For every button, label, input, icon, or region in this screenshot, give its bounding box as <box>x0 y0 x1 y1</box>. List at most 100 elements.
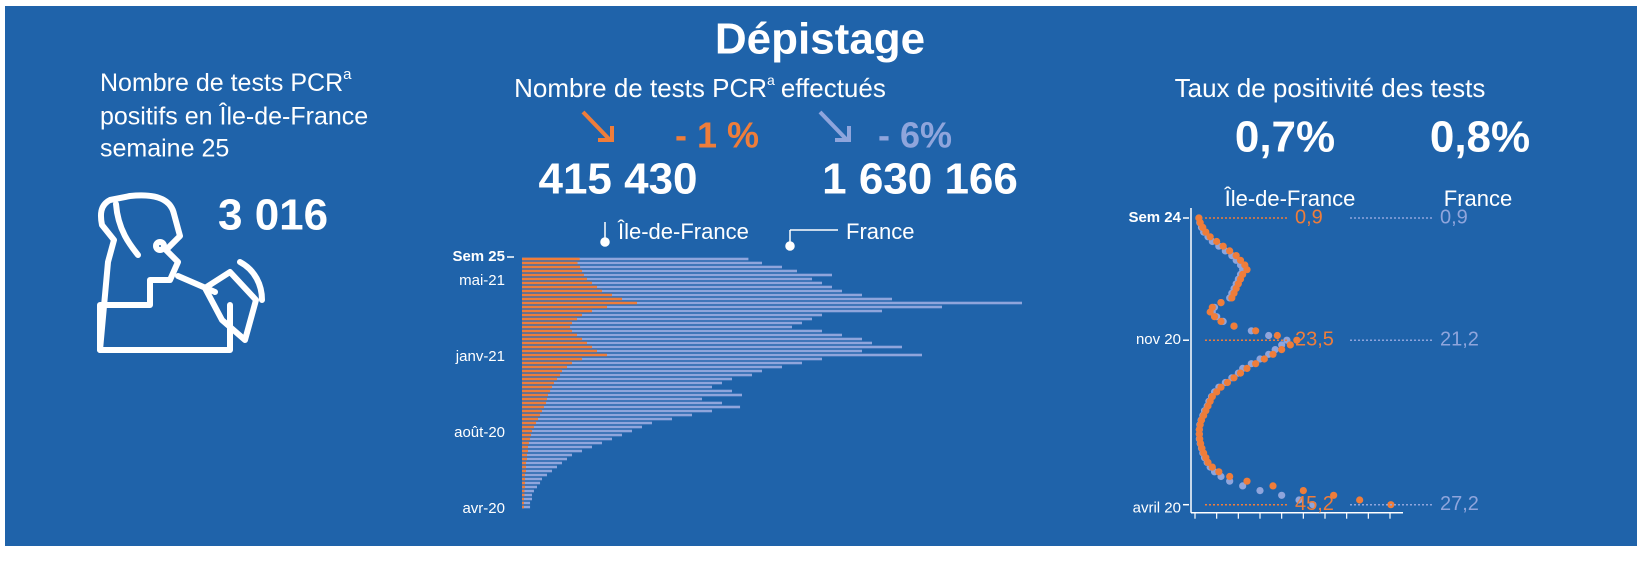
legend-pins <box>600 222 838 251</box>
dot <box>1295 496 1303 504</box>
bar <box>522 377 732 381</box>
bar <box>522 301 637 305</box>
bar <box>522 333 577 337</box>
y-category-label: avr-20 <box>462 500 505 517</box>
dot <box>1260 355 1268 363</box>
bar <box>522 369 762 373</box>
bar <box>522 289 602 293</box>
superscript: a <box>767 72 775 88</box>
bar <box>522 505 524 509</box>
value-label: 27,2 <box>1440 493 1479 515</box>
bar <box>522 505 531 509</box>
value-label: 0,9 <box>1295 206 1323 228</box>
bar <box>522 421 652 425</box>
bar <box>522 337 862 341</box>
y-category-label: nov 20 <box>1136 331 1181 348</box>
bar <box>522 409 542 413</box>
bar <box>522 325 571 329</box>
title: Dépistage <box>715 15 925 64</box>
label-line: Nombre de tests PCR <box>100 69 343 97</box>
bar <box>522 341 872 345</box>
bar <box>522 449 528 453</box>
bar <box>522 433 532 437</box>
superscript: a <box>343 66 352 83</box>
test-icon <box>97 192 265 353</box>
bar <box>522 477 542 481</box>
dot <box>1299 487 1307 495</box>
bar <box>522 481 541 485</box>
left-label: semaine 25 <box>100 135 229 163</box>
bar <box>522 465 527 469</box>
legend-label: France <box>846 219 914 244</box>
bar <box>522 489 525 493</box>
bar <box>522 301 1022 305</box>
bar <box>522 285 597 289</box>
bar <box>522 269 582 273</box>
y-category-label: août-20 <box>454 424 505 441</box>
bar <box>522 385 552 389</box>
bar <box>522 393 548 397</box>
bar <box>522 409 712 413</box>
title-part: effectués <box>781 73 886 103</box>
legend-label: Île-de-France <box>617 219 749 244</box>
left-value: 3 016 <box>218 191 328 240</box>
bar <box>522 401 722 405</box>
legend-label: Île-de-France <box>1224 186 1356 211</box>
bar <box>522 345 592 349</box>
bar <box>522 329 822 333</box>
dot <box>1273 331 1281 340</box>
bar <box>522 297 892 301</box>
bar <box>522 309 882 313</box>
bar <box>522 449 582 453</box>
bar <box>522 445 528 449</box>
bar <box>522 357 582 361</box>
dot <box>1219 242 1227 250</box>
value-label: 0,9 <box>1440 206 1468 228</box>
bar <box>522 277 812 281</box>
bar <box>522 457 527 461</box>
bar <box>522 433 622 437</box>
bar <box>522 293 612 297</box>
bar <box>522 461 527 465</box>
dot <box>1286 341 1294 349</box>
bar <box>522 273 584 277</box>
bar <box>522 389 551 393</box>
bar <box>522 389 732 393</box>
dot <box>1236 369 1245 377</box>
y-category-label: Sem 24 <box>1128 209 1181 226</box>
bar <box>522 497 532 501</box>
y-category-label: Sem 25 <box>452 248 505 265</box>
bar <box>522 281 592 285</box>
bar <box>522 493 525 497</box>
dot <box>1278 346 1286 354</box>
bar <box>522 273 832 277</box>
bar <box>522 381 554 385</box>
y-category-label: avril 20 <box>1133 500 1181 517</box>
bar <box>522 349 862 353</box>
bar <box>522 297 622 301</box>
y-category-label: mai-21 <box>459 272 505 289</box>
dot <box>1236 256 1245 264</box>
bar <box>522 421 537 425</box>
bar <box>522 413 541 417</box>
bar <box>522 457 567 461</box>
bar <box>522 497 524 501</box>
dot <box>1269 482 1277 490</box>
bar <box>522 365 782 369</box>
legend-label: France <box>1444 186 1512 211</box>
bar <box>522 333 842 337</box>
bar <box>522 437 612 441</box>
dot <box>1269 350 1277 358</box>
bar <box>522 373 561 377</box>
bar <box>522 309 592 313</box>
dot <box>1252 360 1260 368</box>
bar <box>522 317 812 321</box>
dot <box>1228 294 1236 302</box>
bar <box>522 305 942 309</box>
bar <box>522 429 532 433</box>
dot <box>1217 299 1225 307</box>
y-category-label: janv-21 <box>455 348 505 365</box>
bar-title: Nombre de tests PCRa effectués <box>514 72 886 103</box>
dot <box>1226 247 1234 255</box>
